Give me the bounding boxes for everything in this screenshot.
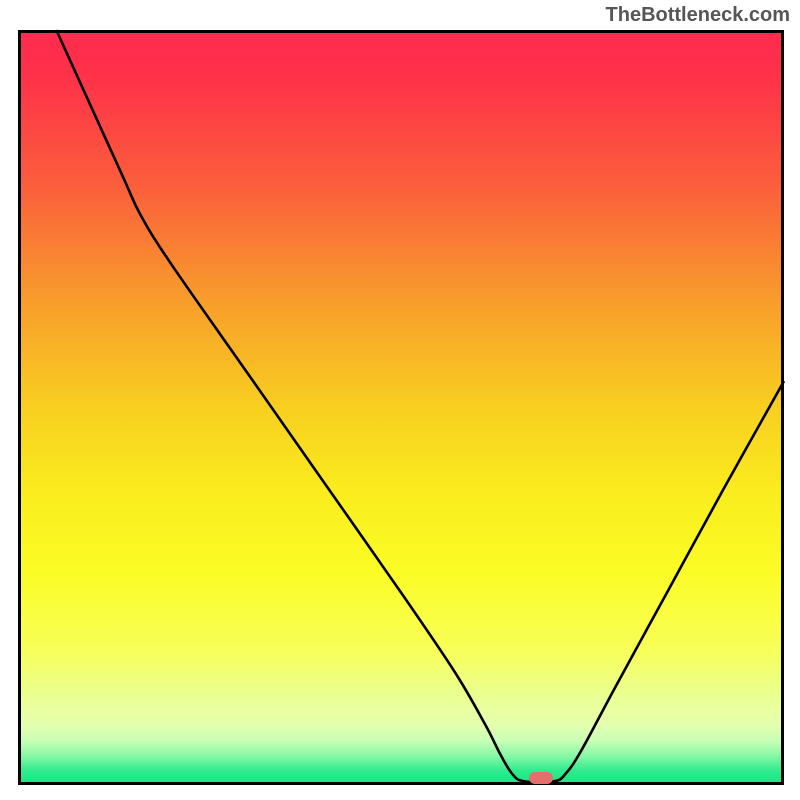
optimal-marker <box>529 772 553 784</box>
watermark-text: TheBottleneck.com <box>606 4 790 27</box>
chart-container: TheBottleneck.com <box>0 0 800 800</box>
plot-area <box>18 30 784 785</box>
